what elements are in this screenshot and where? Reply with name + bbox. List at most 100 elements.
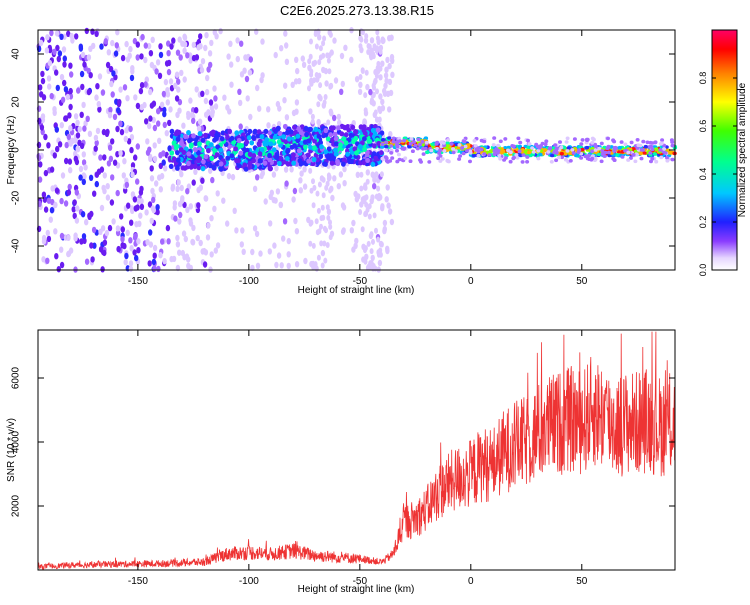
heatmap-cell [559, 145, 564, 150]
heatmap-cell [41, 191, 47, 198]
heatmap-cell [353, 129, 359, 135]
snr-x-tick-label: 50 [576, 576, 588, 587]
heatmap-cell [158, 252, 163, 259]
heatmap-cell [508, 159, 513, 164]
heatmap-cell [296, 148, 302, 154]
heatmap-cell [99, 204, 105, 212]
heatmap-cell [100, 225, 106, 232]
heatmap-cell [112, 159, 118, 166]
heatmap-cell [631, 153, 636, 157]
heatmap-cell [380, 156, 385, 161]
heatmap-cell [194, 86, 199, 93]
heatmap-cell [328, 83, 333, 90]
heatmap-cell [191, 117, 196, 125]
heatmap-cell [431, 142, 436, 147]
heatmap-cell [382, 227, 387, 235]
heatmap-cell [235, 55, 240, 63]
heatmap-cell [438, 148, 443, 152]
heatmap-cell [362, 146, 367, 152]
heatmap-cell [157, 137, 162, 144]
heatmap-cell [501, 149, 506, 154]
heatmap-cell [138, 87, 144, 95]
heatmap-cell [252, 185, 258, 192]
heatmap-cell [209, 215, 214, 222]
heatmap-cell [182, 34, 188, 41]
heatmap-cell [38, 161, 43, 168]
heatmap-cell [83, 164, 88, 171]
heatmap-cell [276, 252, 282, 259]
heatmap-cell [329, 160, 335, 166]
heatmap-cell [235, 37, 240, 44]
heatmap-cell [320, 249, 326, 257]
heatmap-cell [56, 266, 61, 273]
heatmap-cell [389, 218, 395, 226]
heatmap-cell [318, 153, 324, 159]
heatmap-cell [179, 171, 184, 178]
heatmap-cell [201, 159, 206, 165]
heatmap-cell [54, 187, 60, 194]
heatmap-cell [391, 136, 396, 141]
heatmap-cell [563, 152, 568, 156]
heatmap-cell [319, 223, 323, 230]
heatmap-cell [268, 141, 274, 147]
heatmap-cell [229, 81, 234, 88]
heatmap-cell [120, 226, 126, 233]
heatmap-cell [309, 187, 314, 194]
heatmap-cell [285, 148, 290, 155]
heatmap-cell [635, 138, 640, 142]
heatmap-cell [323, 257, 328, 264]
heatmap-cell [568, 159, 573, 163]
heatmap-cell [180, 165, 186, 171]
heatmap-cell [191, 224, 196, 232]
heatmap-cell [283, 166, 289, 173]
heatmap-y-tick-label: -40 [11, 238, 22, 253]
heatmap-cell [390, 156, 395, 160]
heatmap-cell [322, 161, 327, 167]
heatmap-cell [75, 132, 81, 139]
heatmap-cell [130, 65, 135, 72]
heatmap-cell [654, 147, 659, 151]
heatmap-cell [619, 140, 624, 144]
heatmap-cell [358, 81, 363, 89]
heatmap-cell [107, 144, 113, 151]
heatmap-cell [304, 132, 309, 138]
heatmap-cell [63, 115, 69, 122]
heatmap-cell [142, 101, 147, 109]
heatmap-cell [129, 219, 134, 226]
heatmap-cell [355, 171, 360, 178]
heatmap-cell [482, 139, 487, 144]
heatmap-cell [354, 150, 359, 156]
heatmap-cell [207, 50, 213, 57]
heatmap-cell [122, 242, 127, 250]
heatmap-cell [317, 181, 322, 188]
heatmap-cell [73, 235, 78, 242]
heatmap-cell [525, 155, 530, 159]
heatmap-cell [510, 144, 515, 148]
heatmap-cell [221, 197, 226, 204]
heatmap-cell [191, 133, 196, 139]
heatmap-cell [316, 254, 321, 261]
heatmap-cell [583, 154, 588, 159]
heatmap-cell [363, 245, 368, 252]
heatmap-cell [311, 202, 316, 209]
heatmap-cell [260, 38, 265, 45]
heatmap-cell [330, 137, 335, 143]
heatmap-cell [259, 147, 265, 153]
heatmap-cell [106, 160, 112, 167]
heatmap-cell [380, 98, 385, 106]
heatmap-cell [266, 106, 271, 113]
heatmap-cell [95, 127, 101, 135]
heatmap-cell [297, 158, 303, 164]
heatmap-cell [208, 99, 214, 106]
heatmap-cell [349, 227, 354, 234]
heatmap-cell [103, 38, 109, 45]
heatmap-cell [491, 143, 496, 147]
heatmap-cell [59, 122, 64, 129]
colorbar-tick-label: 0.4 [698, 168, 708, 181]
heatmap-cell [173, 215, 178, 222]
heatmap-cell [74, 33, 79, 40]
heatmap-cell [43, 133, 48, 141]
heatmap-cell [328, 132, 333, 138]
heatmap-cell [148, 229, 153, 236]
heatmap-cell [169, 43, 174, 50]
